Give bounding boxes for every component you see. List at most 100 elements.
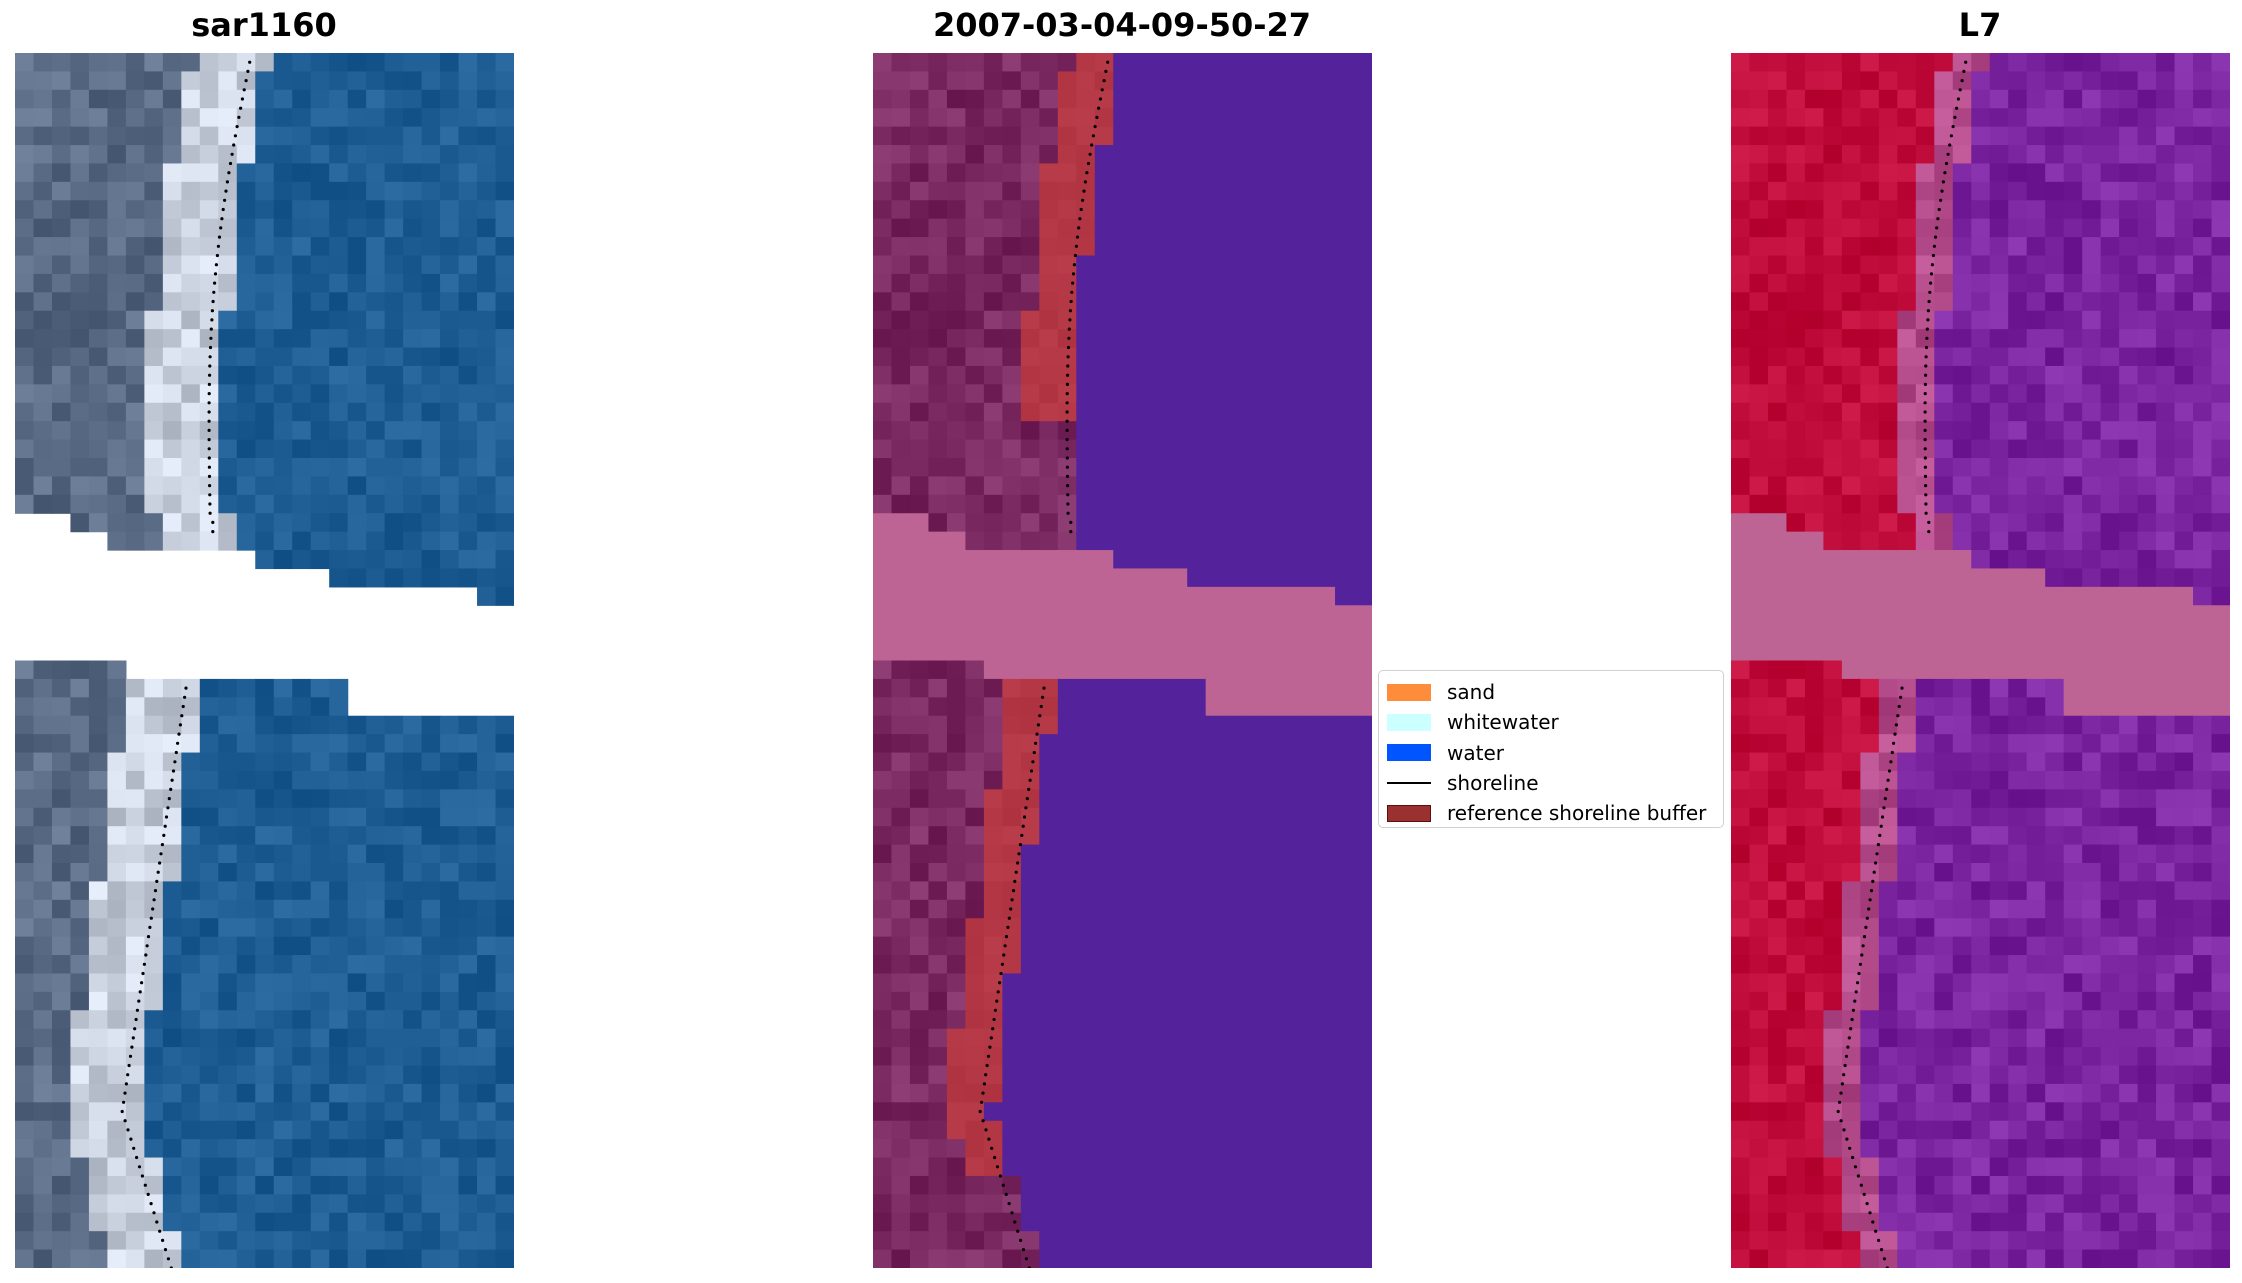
raster-pixel <box>1767 715 1788 735</box>
raster-pixel <box>51 1047 72 1067</box>
raster-pixel <box>2174 863 2194 883</box>
raster-pixel <box>1205 476 1225 496</box>
raster-pixel <box>144 1175 164 1195</box>
raster-pixel <box>199 826 219 846</box>
raster-pixel <box>162 476 182 496</box>
raster-pixel <box>1897 53 1917 73</box>
raster-pixel <box>2008 660 2028 680</box>
raster-pixel <box>107 458 127 478</box>
raster-pixel <box>255 734 275 754</box>
raster-pixel <box>236 697 256 717</box>
raster-pixel <box>1150 384 1170 404</box>
raster-pixel <box>1989 494 2009 514</box>
raster-pixel <box>1020 531 1040 551</box>
shoreline-point <box>1091 134 1095 138</box>
raster-pixel <box>125 1102 145 1122</box>
raster-pixel <box>1934 586 1954 606</box>
raster-pixel <box>1749 789 1769 809</box>
raster-pixel <box>403 108 423 128</box>
raster-pixel <box>873 1139 893 1159</box>
raster-pixel <box>1897 310 1917 330</box>
raster-pixel <box>162 292 182 312</box>
raster-pixel <box>1242 71 1262 91</box>
raster-pixel <box>2082 329 2102 349</box>
raster-pixel <box>2026 770 2046 790</box>
raster-pixel <box>1131 1157 1151 1177</box>
raster-pixel <box>495 365 514 385</box>
shoreline-point <box>183 695 187 699</box>
raster-pixel <box>928 347 948 367</box>
raster-pixel <box>107 1231 127 1251</box>
raster-pixel <box>1335 273 1355 293</box>
raster-pixel <box>965 145 985 165</box>
raster-pixel <box>2119 697 2139 717</box>
raster-pixel <box>1860 163 1880 183</box>
raster-pixel <box>1878 531 1898 551</box>
raster-pixel <box>1749 605 1769 625</box>
raster-pixel <box>15 678 35 698</box>
raster-pixel <box>2137 292 2157 312</box>
raster-pixel <box>1094 623 1114 643</box>
raster-pixel <box>1298 1102 1318 1122</box>
raster-pixel <box>144 752 164 772</box>
raster-pixel <box>125 200 145 220</box>
raster-pixel <box>273 384 293 404</box>
raster-pixel <box>421 329 441 349</box>
raster-pixel <box>1823 715 1843 735</box>
raster-pixel <box>2063 310 2083 330</box>
raster-pixel <box>909 145 930 165</box>
raster-pixel <box>1353 1175 1372 1195</box>
raster-pixel <box>51 734 72 754</box>
raster-pixel <box>477 826 497 846</box>
raster-pixel <box>946 918 967 938</box>
raster-pixel <box>1878 899 1898 919</box>
raster-pixel <box>2119 329 2139 349</box>
raster-pixel <box>1131 108 1151 128</box>
raster-pixel <box>873 126 893 146</box>
raster-pixel <box>1298 513 1318 533</box>
raster-pixel <box>1076 292 1096 312</box>
raster-pixel <box>440 458 460 478</box>
raster-pixel <box>181 126 201 146</box>
raster-pixel <box>403 89 423 109</box>
raster-pixel <box>477 402 497 422</box>
raster-pixel <box>1150 1102 1170 1122</box>
raster-pixel <box>421 402 441 422</box>
raster-pixel <box>928 513 948 533</box>
raster-pixel <box>1860 660 1880 680</box>
raster-pixel <box>2119 881 2139 901</box>
raster-pixel <box>1971 660 1991 680</box>
raster-pixel <box>1841 476 1861 496</box>
raster-pixel <box>1731 623 1751 643</box>
raster-pixel <box>458 329 478 349</box>
raster-pixel <box>1353 1028 1372 1048</box>
raster-pixel <box>218 200 238 220</box>
raster-pixel <box>2211 402 2230 422</box>
raster-pixel <box>1952 623 1972 643</box>
raster-pixel <box>2156 365 2176 385</box>
raster-pixel <box>1020 89 1040 109</box>
raster-pixel <box>1094 1231 1114 1251</box>
raster-pixel <box>1002 53 1022 73</box>
raster-pixel <box>928 715 948 735</box>
raster-pixel <box>1989 126 2009 146</box>
raster-pixel <box>1353 550 1372 570</box>
raster-pixel <box>1786 770 1806 790</box>
raster-pixel <box>1971 292 1991 312</box>
raster-pixel <box>1076 642 1096 662</box>
raster-pixel <box>1353 347 1372 367</box>
raster-pixel <box>1971 899 1991 919</box>
raster-pixel <box>2156 53 2176 73</box>
raster-pixel <box>1187 973 1207 993</box>
raster-pixel <box>440 936 460 956</box>
raster-pixel <box>347 531 367 551</box>
raster-pixel <box>236 384 256 404</box>
raster-pixel <box>1353 476 1372 496</box>
raster-pixel <box>310 1175 330 1195</box>
raster-pixel <box>2174 237 2194 257</box>
raster-pixel <box>366 936 386 956</box>
raster-pixel <box>1039 310 1059 330</box>
raster-pixel <box>162 145 182 165</box>
raster-pixel <box>1131 181 1151 201</box>
raster-pixel <box>199 678 219 698</box>
